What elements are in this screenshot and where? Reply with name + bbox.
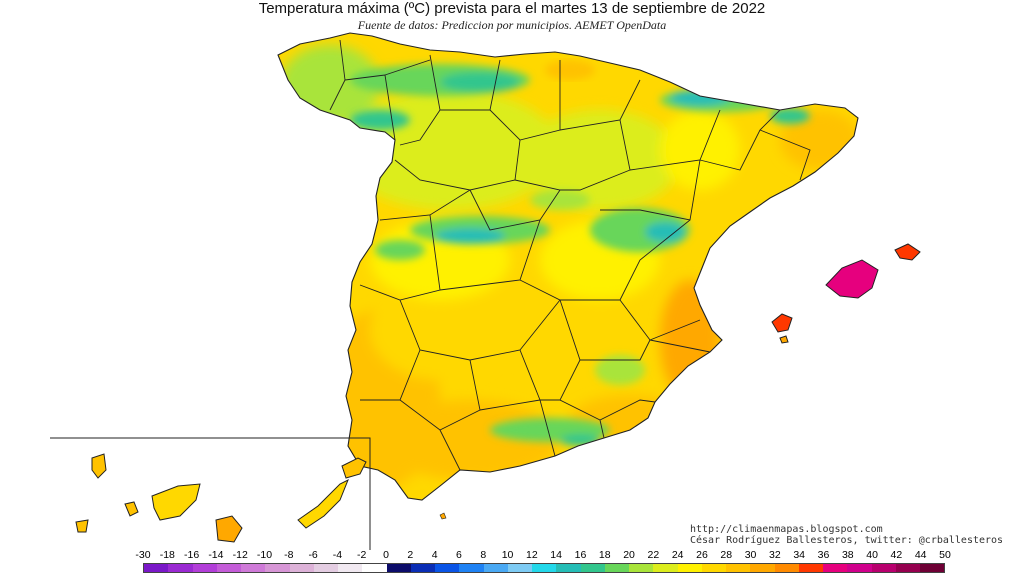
legend-swatch (847, 564, 872, 572)
legend-swatch (750, 564, 775, 572)
legend-swatch (798, 564, 823, 572)
legend-swatch (216, 564, 241, 572)
legend-swatch (168, 564, 193, 572)
legend-swatch (895, 564, 920, 572)
legend-swatch (386, 564, 411, 572)
map-subtitle: Fuente de datos: Prediccion por municipi… (357, 18, 667, 32)
legend-tick-label: 10 (501, 549, 514, 561)
legend-tick-label: -8 (284, 549, 294, 561)
legend-swatch (265, 564, 290, 572)
legend-tick-label: 40 (866, 549, 878, 561)
legend-tick-label: -6 (308, 549, 318, 561)
color-scale-legend (143, 563, 945, 573)
legend-tick-label: 12 (526, 549, 538, 561)
legend-swatch (459, 564, 484, 572)
legend-swatch (192, 564, 217, 572)
legend-swatch (507, 564, 532, 572)
legend-swatch (338, 564, 363, 572)
legend-swatch (629, 564, 654, 572)
legend-swatch (410, 564, 435, 572)
legend-tick-label: 6 (456, 549, 462, 561)
map-title: Temperatura máxima (ºC) prevista para el… (258, 0, 766, 17)
legend-swatch (144, 564, 169, 572)
canary-islands-inset (50, 437, 447, 550)
legend-tick-label: 28 (720, 549, 733, 561)
legend-swatch (604, 564, 629, 572)
legend-swatch (823, 564, 848, 572)
legend-swatch (483, 564, 508, 572)
legend-tick-label: -14 (208, 549, 224, 561)
legend-tick-label: 14 (550, 549, 562, 561)
legend-tick-label: 8 (480, 549, 487, 561)
legend-swatch (653, 564, 678, 572)
legend-tick-label: -12 (232, 549, 248, 561)
legend-swatch (241, 564, 266, 572)
legend-swatch (435, 564, 460, 572)
legend-swatch (701, 564, 726, 572)
legend-swatch (532, 564, 557, 572)
legend-swatch (774, 564, 799, 572)
credit-url: http://climaenmapas.blogspot.com (690, 524, 883, 535)
legend-ticks: -30 -18 -16 -14 -12 -10 -8 -6 -4 -2 0 2 4 6 8 10 12 14 16 1… (0, 549, 1024, 563)
legend-tick-label: -2 (357, 549, 367, 561)
legend-tick-label: 0 (383, 549, 389, 561)
legend-tick-label: 38 (841, 549, 854, 561)
legend-swatch (556, 564, 581, 572)
legend-tick-label: 20 (623, 549, 635, 561)
legend-tick-label: 44 (914, 549, 927, 561)
legend-tick-label: 32 (769, 549, 781, 561)
credit-author: César Rodríguez Ballesteros, twitter: @c… (690, 535, 1004, 546)
legend-swatch (289, 564, 314, 572)
legend-swatch (580, 564, 605, 572)
legend-tick-label: -4 (332, 549, 343, 561)
legend-swatch (726, 564, 751, 572)
legend-tick-label: 30 (744, 549, 757, 561)
legend-tick-label: 22 (647, 549, 660, 561)
legend-swatch (362, 564, 387, 572)
legend-swatch (871, 564, 896, 572)
legend-tick-label: 16 (574, 549, 587, 561)
legend-tick-label: 26 (696, 549, 708, 561)
legend-tick-label: 50 (939, 549, 951, 561)
legend-swatch (313, 564, 338, 572)
legend-swatch (677, 564, 702, 572)
legend-tick-label: 4 (431, 549, 438, 561)
legend-swatch (920, 564, 945, 572)
balearic-islands (771, 243, 921, 344)
legend-tick-label: 42 (890, 549, 903, 561)
legend-tick-label: 18 (598, 549, 611, 561)
legend-tick-label: 34 (793, 549, 806, 561)
legend-tick-label: 36 (817, 549, 830, 561)
legend-tick-label: -16 (184, 549, 200, 561)
legend-tick-label: -18 (159, 549, 175, 561)
peninsula (277, 32, 859, 501)
legend-tick-label: 24 (671, 549, 684, 561)
legend-tick-label: -30 (135, 549, 151, 561)
legend-tick-label: 2 (407, 549, 414, 561)
legend-tick-label: -10 (256, 549, 273, 561)
